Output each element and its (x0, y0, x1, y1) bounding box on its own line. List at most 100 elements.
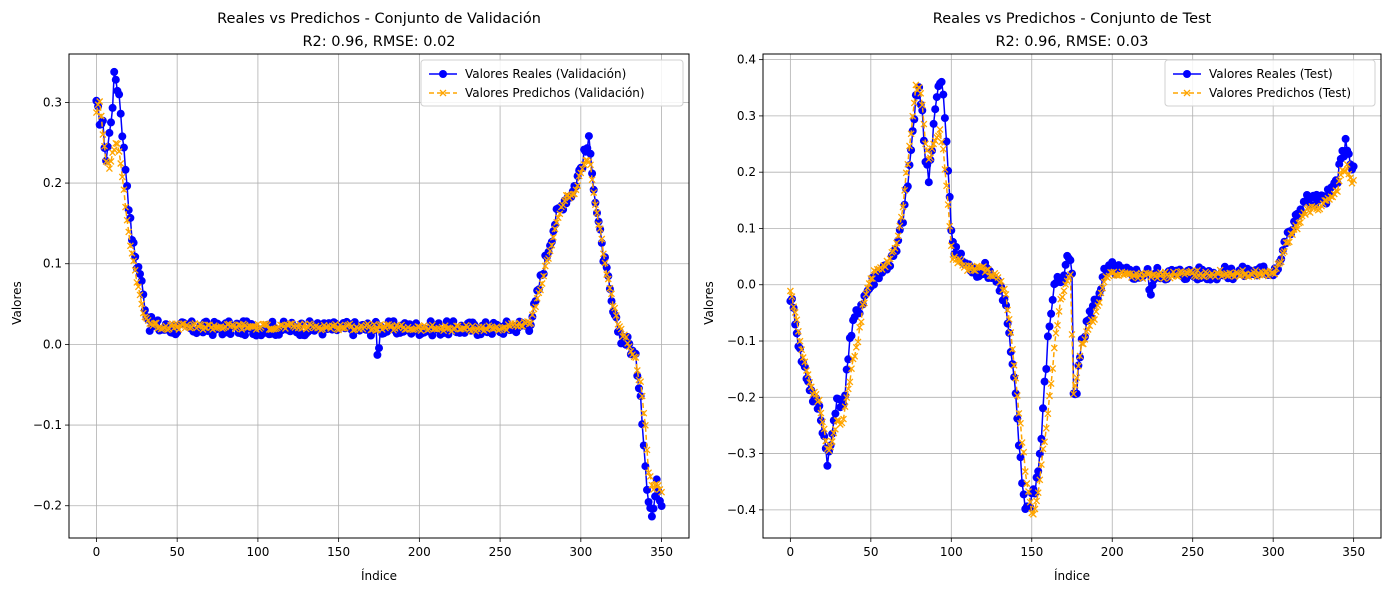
test-pred-marker (902, 169, 910, 177)
test-y-tick-label: 0.2 (737, 165, 756, 179)
test-pred-marker (835, 417, 843, 425)
test-y-tick-label: −0.4 (727, 503, 756, 517)
validation-pred-marker (599, 250, 607, 258)
test-x-tick-label: 300 (1262, 545, 1285, 559)
validation-pred-marker (658, 488, 666, 496)
test-real-marker (929, 119, 938, 128)
validation-real-marker (633, 371, 642, 380)
test-grid (763, 54, 1381, 538)
validation-x-tick-label: 0 (93, 545, 101, 559)
test-pred-marker (822, 437, 830, 445)
validation-pred-marker (556, 210, 564, 218)
test-pred-marker (1029, 510, 1037, 518)
validation-pred-marker (117, 160, 125, 167)
test-pred-marker (899, 203, 907, 211)
test-pred-marker (1070, 390, 1078, 398)
test-y-tick-label: 0.4 (737, 53, 756, 67)
validation-pred-marker (624, 339, 632, 347)
test-pred-marker (1334, 188, 1341, 196)
validation-real-marker (589, 185, 598, 194)
test-pred-marker (1285, 238, 1293, 246)
test-pred-marker (1058, 293, 1066, 301)
test-pred-marker (867, 275, 875, 283)
validation-pred-marker (637, 378, 645, 386)
test-pred-marker (1060, 287, 1068, 295)
validation-pred-marker (440, 327, 448, 335)
test-pred-marker (791, 308, 799, 316)
validation-y-tick-label: −0.1 (33, 418, 62, 432)
validation-pred-marker (527, 319, 535, 327)
validation-pred-marker (386, 322, 394, 330)
test-real-marker (815, 401, 824, 410)
test-x-tick-label: 100 (940, 545, 963, 559)
validation-real-marker (641, 462, 650, 471)
validation-pred-marker (113, 140, 121, 148)
test-pred-marker (1280, 248, 1288, 255)
validation-pred-marker (546, 247, 554, 255)
validation-real-marker (137, 276, 146, 285)
test-pred-marker (1023, 480, 1031, 487)
validation-pred-marker (99, 131, 107, 138)
validation-x-tick-label: 350 (650, 545, 673, 559)
test-real-marker (847, 331, 856, 340)
test-pred-marker (1050, 344, 1058, 352)
test-pred-marker (1343, 160, 1351, 168)
test-pred-marker (862, 290, 870, 298)
validation-pred-marker (136, 291, 144, 299)
test-real-marker (939, 90, 948, 99)
validation-pred-marker (604, 275, 612, 283)
test-pred-marker (943, 182, 950, 190)
validation-real-marker (607, 297, 616, 306)
validation-pred-marker (478, 323, 486, 331)
test-pred-marker (1277, 258, 1285, 266)
validation-real-marker (111, 75, 120, 84)
test-real-marker (940, 114, 949, 123)
test-pred-marker (1100, 278, 1108, 286)
validation-pred-marker (92, 109, 100, 117)
test-pred-marker (1272, 265, 1280, 272)
validation-pred-marker (612, 312, 620, 319)
validation-pred-marker (617, 325, 625, 333)
validation-pred-marker (128, 249, 136, 257)
test-pred-marker (1004, 306, 1012, 314)
test-real-marker (1349, 162, 1358, 171)
test-pred-marker (857, 318, 865, 326)
test-ticks: 0 50 100 150 200 250 300 350 −0.4 −0.3 −0.2 −0.1 0.0… (727, 53, 1365, 559)
test-real-marker (1153, 263, 1162, 272)
validation-legend: Valores Reales (Validación) Valores Pred… (420, 59, 684, 107)
test-pred-marker (1042, 424, 1050, 432)
validation-pred-marker (593, 209, 601, 217)
test-pred-marker (1007, 329, 1015, 336)
validation-pred-marker (133, 278, 141, 286)
validation-real-marker (121, 165, 130, 174)
validation-pred-marker (115, 148, 123, 155)
test-pred-marker (1095, 299, 1103, 306)
validation-real-marker (584, 132, 593, 141)
test-pred-marker (1073, 374, 1081, 382)
validation-pred-marker (120, 186, 128, 194)
test-x-tick-label: 50 (863, 545, 878, 559)
test-pred-marker (793, 316, 801, 324)
test-pred-marker (1017, 419, 1024, 427)
test-pred-marker (941, 165, 949, 173)
validation-pred-marker (538, 280, 546, 287)
validation-real-marker (107, 118, 115, 127)
validation-pred-marker (319, 325, 326, 333)
test-pred-marker (1031, 505, 1039, 513)
test-pred-marker (936, 126, 944, 133)
validation-pred-marker (632, 354, 640, 361)
test-pred-marker (1025, 488, 1032, 495)
validation-real-marker (639, 441, 648, 450)
test-pred-marker (906, 142, 913, 150)
test-real-marker (952, 243, 961, 251)
test-pred-marker (947, 242, 955, 250)
test-pred-marker (944, 201, 952, 209)
test-y-tick-label: −0.1 (727, 334, 756, 348)
validation-y-tick-label: 0.1 (43, 257, 62, 271)
validation-x-tick-label: 50 (170, 545, 185, 559)
test-pred-marker (786, 287, 794, 295)
validation-x-tick-label: 150 (327, 545, 350, 559)
validation-pred-marker (545, 255, 552, 263)
test-pred-marker (915, 83, 923, 91)
test-pred-marker (926, 154, 934, 162)
